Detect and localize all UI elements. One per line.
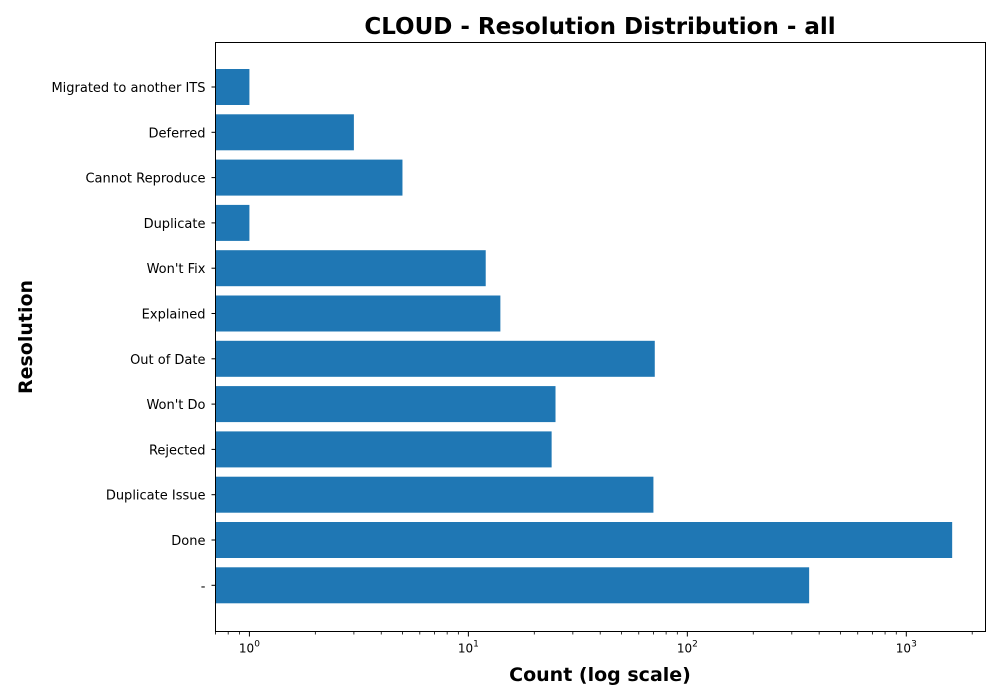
x-axis-label: Count (log scale) — [509, 664, 691, 686]
category-label-3: Duplicate — [144, 217, 206, 232]
ticks-layer: 100 101 102 103 — [215, 631, 973, 656]
category-label-7: Won't Do — [146, 398, 205, 413]
category-label-2: Cannot Reproduce — [85, 172, 205, 187]
bar-9 — [215, 476, 654, 513]
category-label-5: Explained — [142, 308, 206, 323]
bar-7 — [215, 386, 556, 423]
bar-0 — [215, 69, 250, 105]
x-tick-label-2: 102 — [677, 640, 698, 656]
x-tick-label-0: 100 — [239, 640, 260, 656]
bar-1 — [215, 114, 354, 151]
bar-2 — [215, 159, 403, 196]
category-label-9: Duplicate Issue — [106, 489, 206, 504]
bar-5 — [215, 295, 501, 332]
bar-8 — [215, 431, 552, 468]
category-label-4: Won't Fix — [147, 262, 206, 277]
chart-title: CLOUD - Resolution Distribution - all — [364, 14, 835, 40]
category-label-6: Out of Date — [130, 353, 205, 368]
x-tick-label-3: 103 — [896, 640, 917, 656]
x-tick-label-1: 101 — [458, 640, 479, 656]
bar-10 — [215, 522, 953, 558]
category-label-1: Deferred — [148, 126, 205, 141]
y-axis-label: Resolution — [15, 280, 37, 394]
bars-layer — [215, 69, 953, 604]
plot-frame — [215, 42, 986, 632]
bar-6 — [215, 340, 655, 377]
bar-3 — [215, 204, 250, 241]
bar-11 — [215, 567, 810, 604]
category-label-8: Rejected — [149, 443, 206, 458]
category-label-0: Migrated to another ITS — [51, 81, 205, 96]
category-label-11: - — [201, 579, 206, 594]
category-labels: Migrated to another ITS Deferred Cannot Re… — [51, 81, 216, 594]
bar-4 — [215, 250, 486, 287]
category-label-10: Done — [171, 534, 205, 549]
